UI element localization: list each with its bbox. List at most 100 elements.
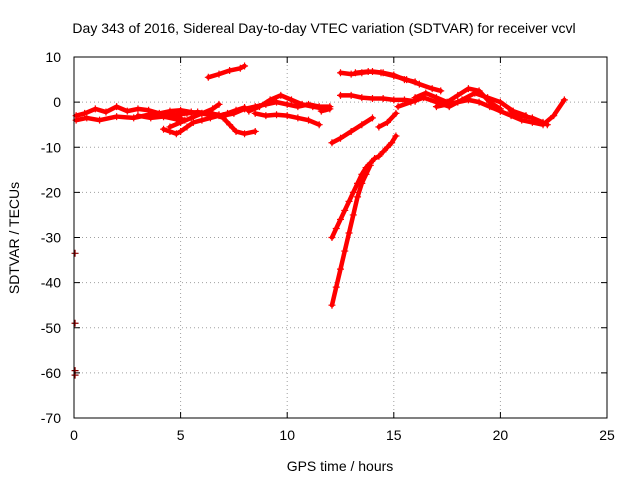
chart-title: Day 343 of 2016, Sidereal Day-to-day VTE… xyxy=(72,20,575,36)
data-point xyxy=(366,161,374,169)
data-point xyxy=(91,105,99,113)
data-point xyxy=(147,114,155,122)
y-tick-label: 0 xyxy=(53,94,61,110)
data-point xyxy=(415,80,423,88)
data-point xyxy=(204,73,212,81)
series-arc-11 xyxy=(251,109,323,129)
data-point xyxy=(255,103,263,111)
data-point xyxy=(394,103,402,111)
data-point xyxy=(337,91,344,99)
series-arc-7 xyxy=(204,62,249,81)
data-point xyxy=(454,91,462,99)
x-tick-label: 10 xyxy=(279,427,295,443)
data-point xyxy=(432,94,440,102)
data-point xyxy=(368,114,376,122)
x-tick-label: 5 xyxy=(177,427,185,443)
data-point xyxy=(539,118,547,126)
data-point xyxy=(337,134,344,142)
data-point xyxy=(209,109,217,117)
data-point xyxy=(390,96,398,104)
data-point xyxy=(437,87,445,95)
data-point xyxy=(166,127,174,135)
series-line xyxy=(489,97,567,127)
data-point xyxy=(273,111,281,119)
data-point xyxy=(236,64,244,72)
data-point xyxy=(81,109,89,117)
data-point xyxy=(273,98,281,106)
data-point xyxy=(328,139,336,147)
data-point xyxy=(102,108,110,116)
data-point xyxy=(183,109,191,117)
data-point xyxy=(528,114,536,122)
data-point xyxy=(71,249,79,257)
data-point xyxy=(113,103,121,111)
series-arc-17 xyxy=(375,109,400,131)
data-point xyxy=(215,70,223,78)
y-tick-label: -40 xyxy=(41,275,61,291)
x-tick-label: 0 xyxy=(70,427,78,443)
x-tick-label: 25 xyxy=(599,427,615,443)
data-point xyxy=(287,96,295,104)
data-point xyxy=(464,96,472,104)
data-point xyxy=(550,112,558,120)
data-point xyxy=(488,103,496,111)
data-point xyxy=(298,100,306,108)
data-point xyxy=(226,67,234,75)
data-point xyxy=(317,107,325,115)
data-point xyxy=(351,69,359,77)
data-point xyxy=(432,103,440,111)
y-axis-label: SDTVAR / TECUs xyxy=(6,182,22,294)
data-point xyxy=(349,188,357,196)
data-point xyxy=(219,112,227,120)
data-point xyxy=(162,112,170,120)
data-point xyxy=(358,94,366,102)
data-point xyxy=(134,112,142,120)
data-point xyxy=(232,127,240,135)
series-arc-21 xyxy=(488,96,568,129)
data-point xyxy=(177,127,185,135)
data-point xyxy=(277,91,285,99)
x-tick-label: 20 xyxy=(493,427,509,443)
data-point xyxy=(443,100,451,108)
data-point xyxy=(341,206,349,214)
y-tick-label: -70 xyxy=(41,410,61,426)
data-point xyxy=(283,100,291,108)
data-point xyxy=(294,114,302,122)
data-point xyxy=(160,125,168,133)
data-point xyxy=(428,85,436,93)
data-point xyxy=(518,112,526,120)
data-point xyxy=(354,193,362,201)
data-point xyxy=(383,143,391,151)
y-tick-label: -50 xyxy=(41,320,61,336)
plot-data xyxy=(71,62,568,379)
data-point xyxy=(230,109,238,117)
data-point xyxy=(347,70,355,78)
data-point xyxy=(496,107,504,115)
data-point xyxy=(341,247,349,255)
data-point xyxy=(332,283,340,291)
data-point xyxy=(392,132,400,140)
data-point xyxy=(198,116,206,124)
data-point xyxy=(134,105,142,113)
data-point xyxy=(368,95,376,103)
data-point xyxy=(309,103,317,111)
data-point xyxy=(390,72,398,80)
data-point xyxy=(241,62,249,70)
series-arc-15 xyxy=(351,67,445,95)
data-point xyxy=(215,100,223,108)
data-point xyxy=(358,121,366,129)
data-point xyxy=(326,105,334,113)
data-point xyxy=(130,114,138,122)
data-point xyxy=(123,107,131,115)
y-tick-label: 10 xyxy=(45,49,61,65)
data-point xyxy=(251,109,259,117)
data-point xyxy=(560,96,568,104)
data-point xyxy=(241,130,249,138)
data-point xyxy=(543,121,551,129)
data-point xyxy=(328,234,336,241)
data-point xyxy=(328,301,336,309)
data-point xyxy=(349,211,357,219)
y-tick-label: -20 xyxy=(41,184,61,200)
series-line xyxy=(329,163,373,308)
